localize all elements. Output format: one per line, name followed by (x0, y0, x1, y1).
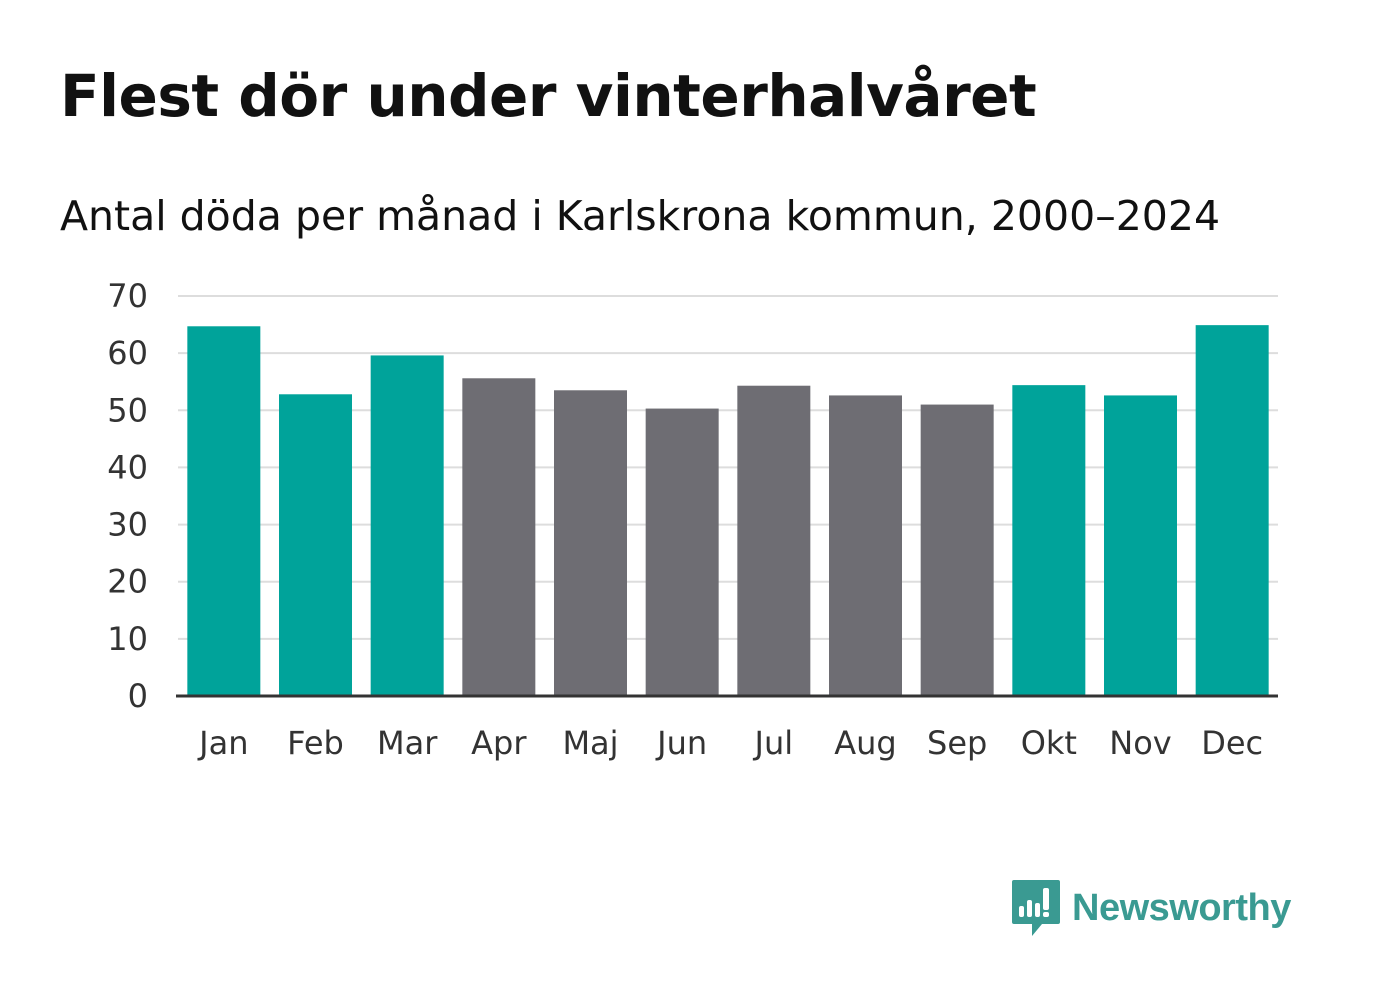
x-tick-label-jun: Jun (655, 724, 707, 762)
x-tick-label-sep: Sep (927, 724, 987, 762)
bar-okt (1012, 385, 1086, 696)
bar-jul (737, 385, 811, 696)
x-tick-label-okt: Okt (1021, 724, 1077, 762)
bar-maj (554, 390, 627, 696)
y-tick-label: 0 (128, 677, 148, 715)
y-tick-label: 60 (107, 334, 148, 372)
y-tick-label: 20 (107, 563, 148, 601)
y-tick-label: 10 (107, 620, 148, 658)
y-tick-label: 30 (107, 506, 148, 544)
bar-aug (829, 395, 902, 696)
x-tick-label-dec: Dec (1201, 724, 1263, 762)
brand-name: Newsworthy (1072, 886, 1291, 929)
x-tick-label-jan: Jan (197, 724, 248, 762)
gridlines (178, 295, 1278, 640)
y-tick-label: 70 (107, 277, 148, 315)
newsworthy-icon (1012, 880, 1060, 936)
x-tick-label-feb: Feb (287, 724, 344, 762)
newsworthy-logo: Newsworthy (1010, 878, 1291, 938)
x-axis-ticks: Jan Feb Mar Apr Maj Jun Jul Aug Sep Okt Nov Dec (197, 724, 1263, 762)
bar-dec (1195, 325, 1269, 696)
y-tick-label: 40 (107, 448, 148, 486)
x-tick-label-aug: Aug (834, 724, 896, 762)
bar-sep (920, 404, 994, 696)
chart-title: Flest dör under vinterhalvåret (60, 62, 1037, 130)
bar-apr (462, 378, 536, 696)
bar-jun (645, 408, 719, 696)
x-tick-label-nov: Nov (1109, 724, 1171, 762)
y-tick-label: 50 (107, 391, 148, 429)
bar-nov (1104, 395, 1177, 696)
bar-mar (370, 355, 444, 696)
chart-subtitle: Antal döda per månad i Karlskrona kommun… (60, 192, 1221, 240)
y-axis-ticks: 0 10 20 30 40 50 60 70 (107, 277, 148, 715)
x-tick-label-jul: Jul (753, 724, 794, 762)
x-tick-label-mar: Mar (377, 724, 438, 762)
x-tick-label-maj: Maj (562, 724, 618, 762)
x-tick-label-apr: Apr (471, 724, 527, 762)
bars (187, 325, 1269, 696)
bar-feb (279, 394, 352, 696)
bar-jan (187, 326, 261, 696)
